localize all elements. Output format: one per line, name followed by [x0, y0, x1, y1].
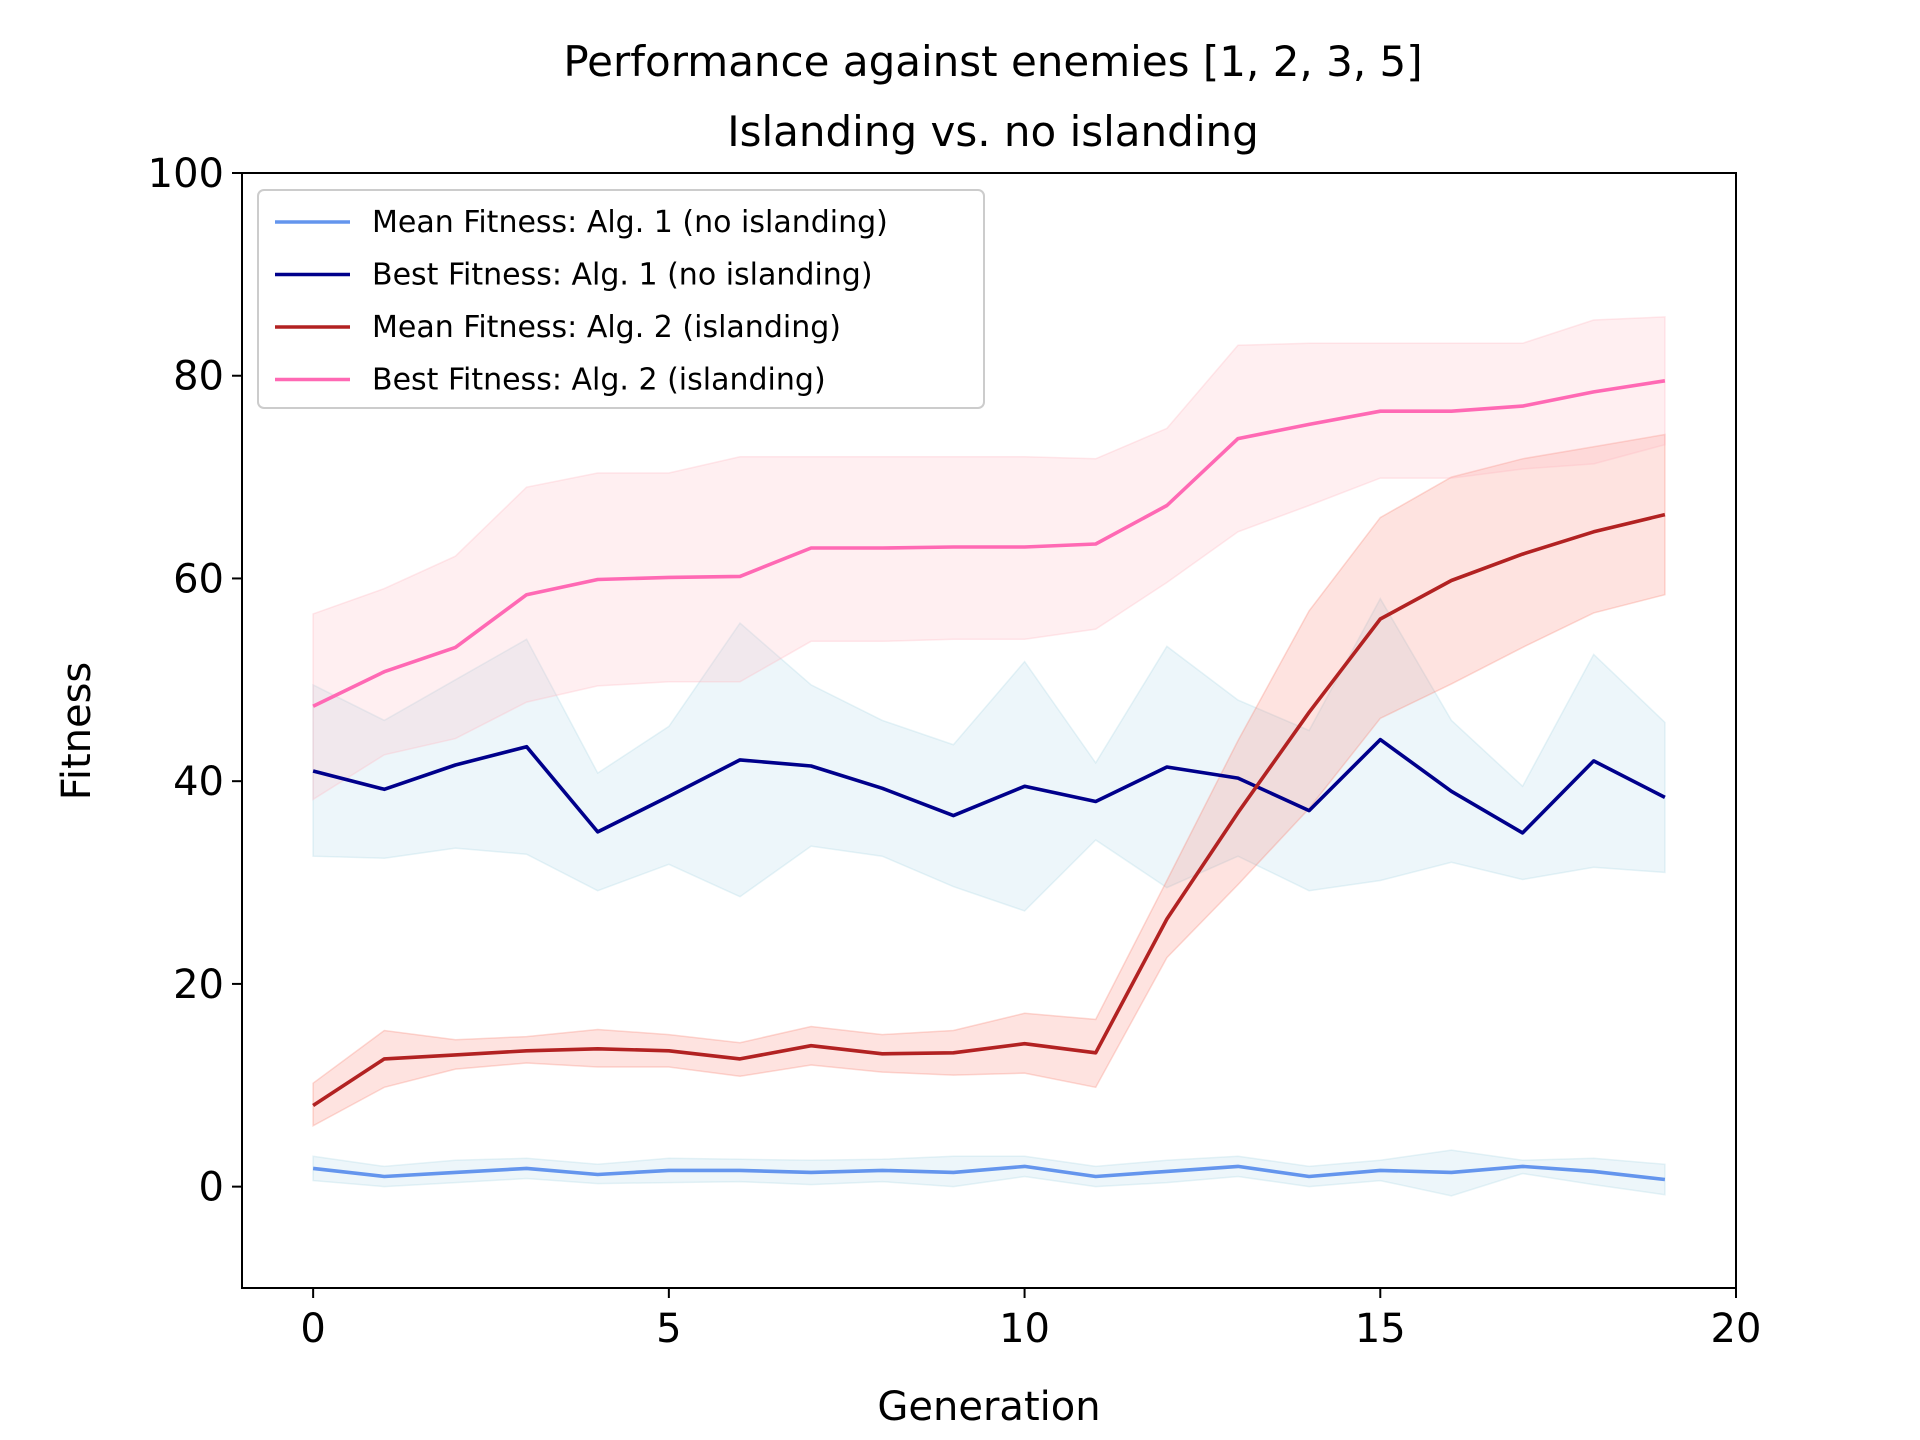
line-series-4: [312, 379, 1666, 708]
y-axis-ticks: 0 20 40 60 80 100: [148, 151, 242, 1211]
band-series-3: [312, 433, 1666, 1128]
band-series-4: [312, 316, 1666, 801]
legend-label: Mean Fitness: Alg. 1 (no islanding): [372, 205, 888, 240]
x-tick-label: 5: [656, 1306, 681, 1352]
confidence-bands: [312, 316, 1666, 1197]
line-series-3: [312, 512, 1666, 1108]
line-series-2: [312, 737, 1666, 835]
y-tick-label: 40: [173, 759, 224, 805]
plot-frame: [241, 172, 1737, 1289]
y-axis-label: Fitness: [54, 662, 100, 801]
line-series-1: [312, 1164, 1666, 1182]
y-tick-label: 60: [173, 556, 224, 602]
legend-label: Best Fitness: Alg. 1 (no islanding): [372, 258, 873, 293]
x-tick-label: 10: [999, 1306, 1050, 1352]
y-tick-label: 20: [173, 962, 224, 1008]
x-tick-label: 20: [1711, 1306, 1762, 1352]
x-tick-label: 0: [300, 1306, 325, 1352]
legend-box: [257, 189, 985, 409]
band-series-1: [312, 1149, 1666, 1197]
band-series-2: [312, 597, 1666, 912]
legend-label: Mean Fitness: Alg. 2 (islanding): [372, 310, 841, 345]
chart-title-line-1: Performance against enemies [1, 2, 3, 5]: [563, 37, 1422, 86]
x-tick-label: 15: [1355, 1306, 1406, 1352]
legend: Mean Fitness: Alg. 1 (no islanding) Best …: [257, 189, 985, 409]
series-lines: [312, 379, 1666, 1182]
chart-title-line-2: Islanding vs. no islanding: [727, 107, 1259, 156]
x-axis-label: Generation: [877, 1384, 1100, 1430]
x-axis-ticks: 0 5 10 15 20: [300, 1288, 1761, 1352]
y-tick-label: 0: [199, 1165, 224, 1211]
legend-label: Best Fitness: Alg. 2 (islanding): [372, 363, 826, 398]
y-tick-label: 80: [173, 354, 224, 400]
y-tick-label: 100: [148, 151, 224, 197]
